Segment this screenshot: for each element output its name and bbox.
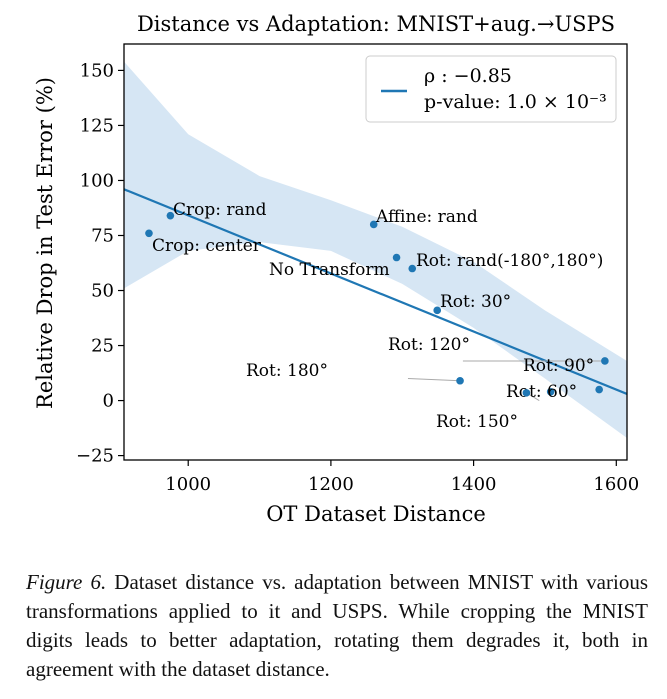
data-point-crop-center [145, 229, 153, 238]
axes-frame [123, 43, 628, 461]
y-tick-label-0: 0 [103, 391, 114, 412]
legend-pvalue: p-value: 1.0 × 10⁻³ [424, 91, 607, 113]
legend-box [365, 55, 617, 123]
point-label-crop-rand: Crop: rand [173, 200, 267, 220]
data-point-rot-90 [595, 385, 603, 394]
y-axis-label: Relative Drop in Test Error (%) [33, 77, 57, 409]
leader-rot-180 [407, 378, 461, 382]
caption-text: Dataset distance vs. adaptation between … [26, 570, 648, 681]
regression-line [124, 188, 627, 395]
data-point-rot-30 [433, 306, 442, 315]
figure-caption: Figure 6. Dataset distance vs. adaptatio… [26, 568, 648, 684]
y-tick-label-125: 125 [80, 115, 114, 136]
point-label-affine-rand: Affine: rand [375, 207, 478, 227]
point-label-rot-180: Rot: 180° [246, 361, 328, 381]
point-label-rot-120: Rot: 120° [388, 335, 470, 355]
point-label-rot-30: Rot: 30° [440, 292, 511, 312]
data-point-crop-rand [166, 211, 175, 220]
point-label-crop-center: Crop: center [152, 236, 262, 256]
legend-rho: ρ : −0.85 [424, 65, 512, 87]
legend: ρ : −0.85 p-value: 1.0 × 10⁻³ [365, 55, 617, 123]
data-point-no-transform [408, 264, 417, 273]
x-tick-label-1400: 1400 [451, 474, 497, 495]
caption-label: Figure 6. [26, 570, 107, 594]
y-tick-label-25: 25 [91, 336, 114, 357]
x-axis-label: OT Dataset Distance [266, 502, 486, 526]
y-tick-label-150: 150 [80, 60, 114, 81]
point-label-no-transform: No Transform [269, 260, 390, 280]
x-tick-label-1200: 1200 [308, 474, 354, 495]
y-tick-label--25: −25 [76, 446, 114, 467]
data-point-rot-120 [601, 357, 609, 365]
point-label-rot-90: Rot: 90° [523, 356, 594, 376]
data-point-rot-150 [522, 389, 531, 397]
x-tick-label-1000: 1000 [165, 474, 211, 495]
x-tick-label-1600: 1600 [593, 474, 639, 495]
data-point-rot-60 [546, 387, 555, 396]
y-tick-label-50: 50 [91, 281, 114, 302]
chart-title: Distance vs Adaptation: MNIST+aug.→USPS [137, 12, 615, 36]
y-tick-label-100: 100 [80, 170, 114, 191]
y-tick-label-75: 75 [91, 225, 114, 246]
point-label-rot-150: Rot: 150° [436, 412, 518, 432]
point-label-rot-60: Rot: 60° [506, 382, 577, 402]
point-label-rot-rand-180-180: Rot: rand(-180°,180°) [416, 251, 603, 271]
scatter-chart: Distance vs Adaptation: MNIST+aug.→USPS … [33, 12, 639, 526]
data-point-rot-rand-180-180 [392, 253, 401, 262]
data-point-affine-rand [369, 220, 378, 229]
data-point-rot-180 [456, 376, 464, 385]
plot-area: Crop: rand Crop: center Affine: rand No Tra… [76, 43, 639, 495]
